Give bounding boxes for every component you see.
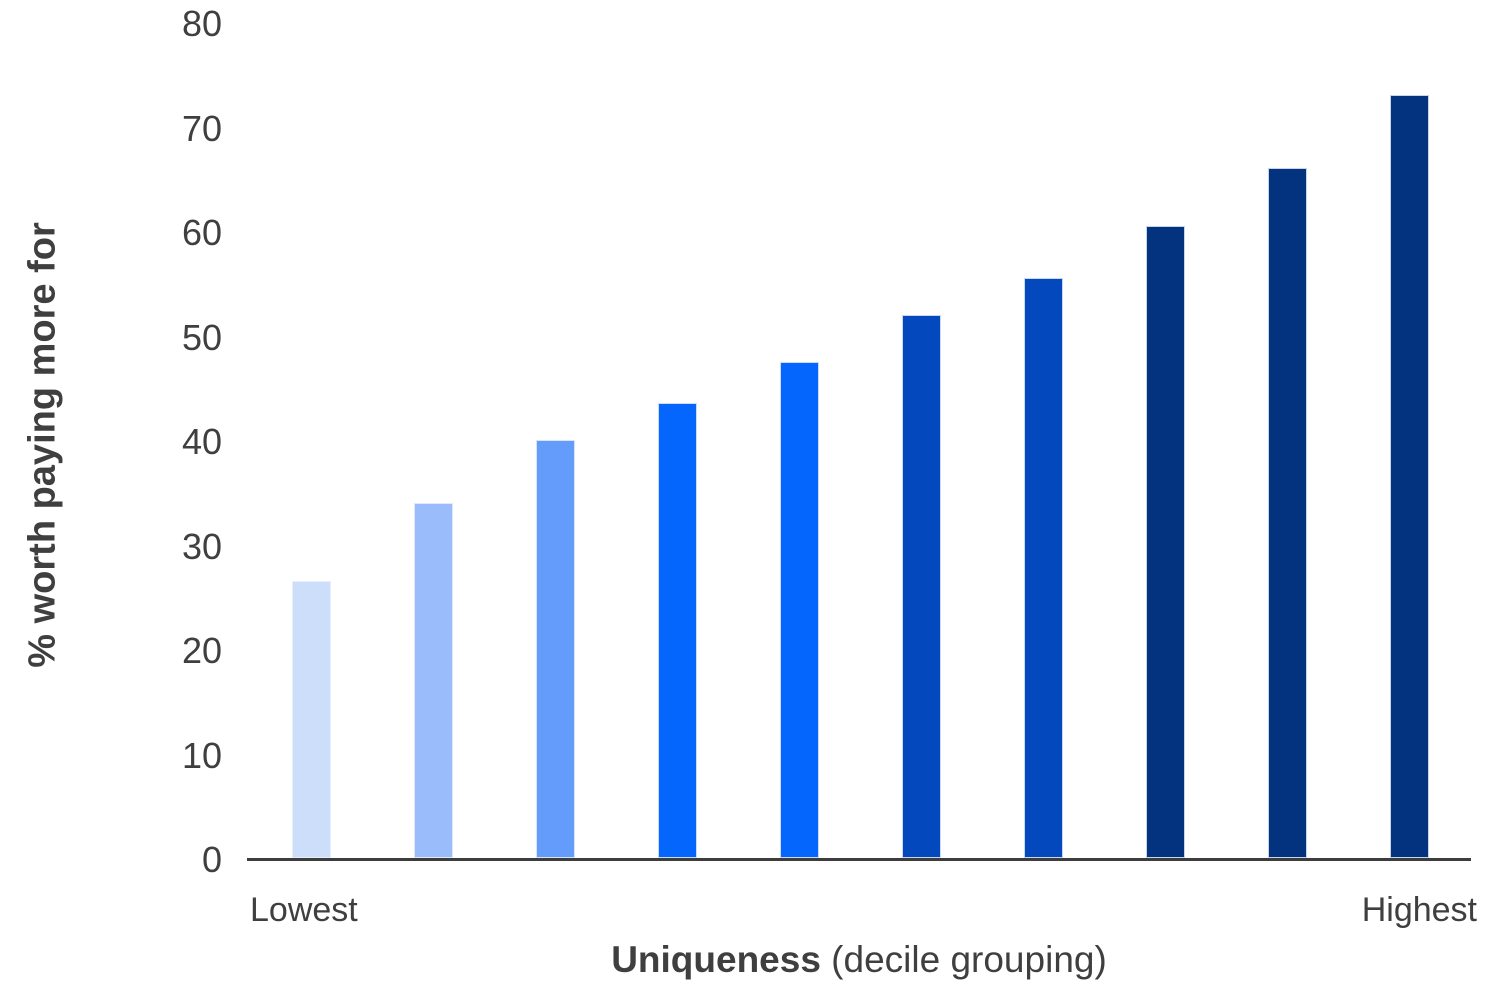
bar-decile-5 <box>780 362 819 858</box>
y-tick-label: 10 <box>181 734 222 776</box>
y-tick-label: 0 <box>201 839 222 880</box>
y-tick-label: 40 <box>181 421 222 462</box>
x-axis-title-bold: Uniqueness <box>611 939 821 980</box>
bar-decile-9 <box>1268 168 1307 858</box>
bar-decile-6 <box>902 315 941 858</box>
y-axis-title: % worth paying more for <box>21 222 64 668</box>
bar-decile-10 <box>1390 95 1429 858</box>
y-tick-label: 30 <box>181 525 222 567</box>
x-axis-line <box>247 858 1471 861</box>
y-tick-label: 80 <box>181 3 222 44</box>
x-axis-label-lowest: Lowest <box>250 891 358 929</box>
bar-decile-2 <box>414 503 453 858</box>
x-axis-title-regular: (decile grouping) <box>820 939 1107 980</box>
bar-decile-4 <box>658 403 697 858</box>
y-tick-label: 50 <box>181 316 222 358</box>
y-tick-label: 60 <box>181 212 222 253</box>
x-axis-title: Uniqueness (decile grouping) <box>247 938 1471 982</box>
bar-decile-3 <box>536 440 575 858</box>
y-tick-label: 20 <box>181 630 222 671</box>
bar-decile-7 <box>1024 278 1063 858</box>
bar-decile-1 <box>292 581 331 858</box>
y-tick-label: 70 <box>181 107 222 149</box>
x-axis-label-highest: Highest <box>1361 891 1477 929</box>
bar-decile-8 <box>1146 226 1185 858</box>
